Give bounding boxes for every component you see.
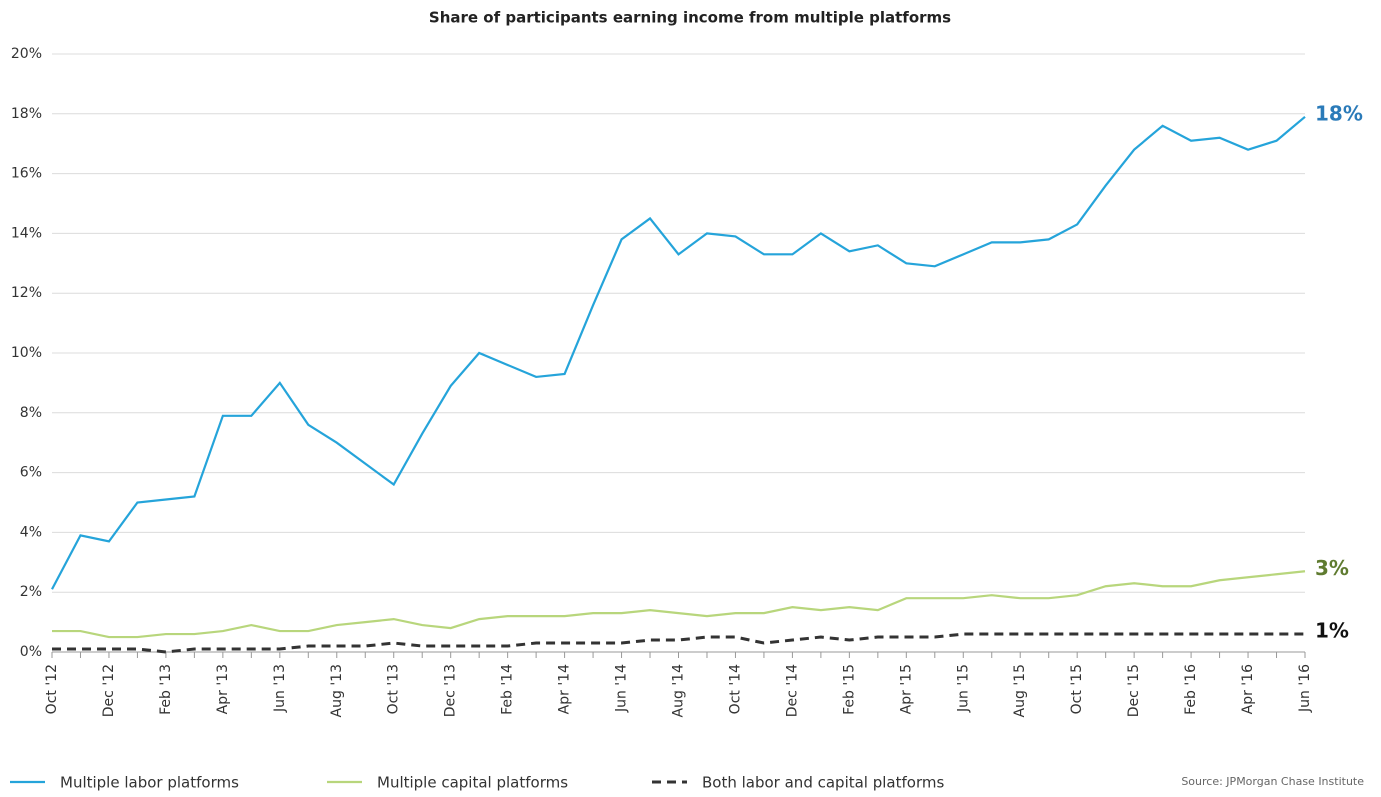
legend-label: Both labor and capital platforms [702,774,944,792]
x-tick-label: Aug '14 [671,664,687,718]
end-label: 18% [1315,101,1363,125]
x-tick-label: Dec '13 [443,664,459,717]
x-tick-label: Dec '12 [101,664,117,717]
x-tick-label: Feb '14 [500,664,516,715]
source: Source: JPMorgan Chase Institute [1181,775,1364,788]
series-line [52,570,1306,639]
y-tick-label: 8% [20,405,42,421]
x-tick-label: Feb '16 [1183,664,1199,715]
y-tick-label: 14% [11,225,42,241]
x-tick-label: Jun '14 [614,664,630,713]
x-tick-label: Feb '15 [841,664,857,715]
x-tick-label: Apr '16 [1240,664,1256,714]
x-tick-label: Oct '13 [386,664,402,714]
end-label: 3% [1315,556,1349,580]
y-tick-label: 12% [11,285,42,301]
y-tick-label: 20% [11,46,42,62]
x-tick-label: Aug '13 [329,664,345,717]
y-tick-label: 2% [20,584,42,600]
x-tick-label: Oct '14 [727,664,743,714]
x-tick-label: Feb '13 [158,664,174,715]
chart-title: Share of participants earning income fro… [429,9,951,27]
y-tick-label: 0% [20,644,42,660]
y-tick-label: 16% [11,166,42,182]
end-label: 1% [1315,619,1349,643]
x-tick-label: Oct '15 [1069,664,1085,714]
y-tick-label: 18% [11,106,42,122]
x-tick-label: Dec '15 [1126,664,1142,717]
x-tick-label: Jun '13 [272,664,288,713]
x-tick-label: Apr '15 [898,664,914,714]
x-tick-label: Jun '15 [955,664,971,713]
legend-label: Multiple labor platforms [60,774,239,792]
x-tick-label: Oct '12 [44,664,60,714]
y-tick-label: 6% [20,465,42,481]
series-line [52,632,1305,654]
series-line [51,115,1306,590]
x-tick-label: Dec '14 [784,664,800,717]
legend-label: Multiple capital platforms [377,774,568,792]
y-tick-label: 10% [11,345,42,361]
y-tick-label: 4% [20,524,42,540]
x-tick-label: Apr '14 [557,664,573,714]
x-tick-label: Apr '13 [215,664,231,714]
x-tick-label: Jun '16 [1297,664,1313,713]
x-tick-label: Aug '15 [1012,664,1028,717]
